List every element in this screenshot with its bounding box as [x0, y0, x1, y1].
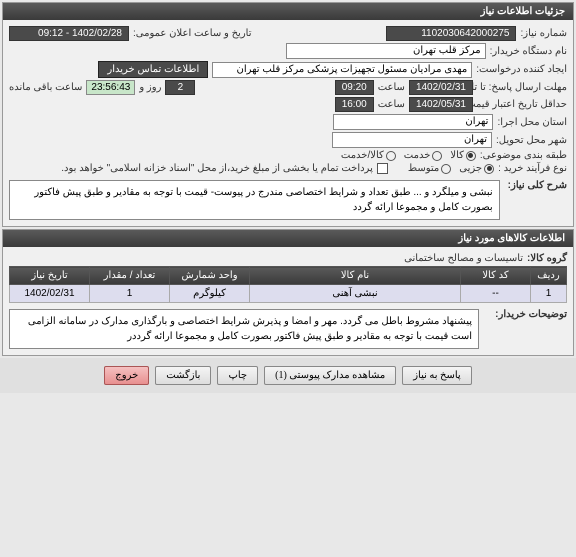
buyer-label: نام دستگاه خریدار:	[490, 46, 567, 57]
category-label: طبقه بندی موضوعی:	[480, 150, 567, 161]
table-row[interactable]: 1 -- نبشی آهنی کیلوگرم 1 1402/02/31	[10, 285, 567, 303]
cell-qty: 1	[90, 285, 170, 303]
reply-button[interactable]: پاسخ به نیاز	[402, 366, 472, 385]
remain-time: 23:56:43	[86, 80, 135, 95]
items-panel: اطلاعات کالاهای مورد نیاز گروه کالا: تاس…	[2, 229, 574, 356]
process-radios: جزیی متوسط	[408, 163, 494, 174]
requester-label: ایجاد کننده درخواست:	[476, 64, 567, 75]
print-button[interactable]: چاپ	[217, 366, 258, 385]
saat-label-1: ساعت	[378, 82, 405, 93]
city-deliver-field: تهران	[332, 132, 492, 148]
notes-label: توضیحات خریدار:	[487, 309, 567, 320]
exit-button[interactable]: خروج	[104, 366, 149, 385]
radio-khadamat[interactable]	[432, 151, 442, 161]
radio-kalakhadamat[interactable]	[386, 151, 396, 161]
cell-name: نبشی آهنی	[250, 285, 461, 303]
cell-code: --	[461, 285, 531, 303]
saat-label-2: ساعت	[378, 99, 405, 110]
need-details-panel: جزئیات اطلاعات نیاز شماره نیاز: 11020306…	[2, 2, 574, 227]
deadline-label: مهلت ارسال پاسخ: تا تاریخ:	[477, 82, 567, 93]
city-deliver-label: شهر محل تحویل:	[496, 135, 567, 146]
panel1-header: جزئیات اطلاعات نیاز	[3, 3, 573, 20]
th-radif: ردیف	[531, 267, 567, 285]
items-table: ردیف کد کالا نام کالا واحد شمارش تعداد /…	[9, 266, 567, 303]
announce-field: 1402/02/28 - 09:12	[9, 26, 129, 41]
payment-checkbox[interactable]	[377, 163, 388, 174]
group-label: گروه کالا:	[527, 253, 567, 264]
process-label: نوع فرآیند خرید :	[498, 163, 567, 174]
buyer-field: مرکز قلب تهران	[286, 43, 486, 59]
validity-date: 1402/05/31	[409, 97, 473, 112]
payment-label: پرداخت تمام یا بخشی از مبلغ خرید،از محل …	[61, 163, 373, 174]
button-bar: پاسخ به نیاز مشاهده مدارک پیوستی (1) چاپ…	[0, 358, 576, 393]
rooz-label: روز و	[139, 82, 161, 93]
remain-label: ساعت باقی مانده	[9, 82, 82, 93]
need-no-label: شماره نیاز:	[520, 28, 567, 39]
desc-box: نبشی و میلگرد و ... طبق تعداد و شرایط اخ…	[9, 180, 500, 220]
cell-radif: 1	[531, 285, 567, 303]
city-exec-label: استان محل اجرا:	[497, 117, 567, 128]
notes-box: پیشنهاد مشروط باطل می گردد. مهر و امضا و…	[9, 309, 479, 349]
contact-link[interactable]: اطلاعات تماس خریدار	[98, 61, 208, 78]
city-exec-field: تهران	[333, 114, 493, 130]
validity-label: حداقل تاریخ اعتبار قیمت: تا تاریخ:	[477, 99, 567, 110]
announce-label: تاریخ و ساعت اعلان عمومی:	[133, 28, 252, 39]
deadline-date: 1402/02/31	[409, 80, 473, 95]
need-no-field: 1102030642000275	[386, 26, 516, 41]
category-radios: کالا خدمت کالا/خدمت	[341, 150, 476, 161]
th-date: تاریخ نیاز	[10, 267, 90, 285]
th-unit: واحد شمارش	[170, 267, 250, 285]
radio-motavaset[interactable]	[441, 164, 451, 174]
cell-date: 1402/02/31	[10, 285, 90, 303]
cell-unit: کیلوگرم	[170, 285, 250, 303]
back-button[interactable]: بازگشت	[155, 366, 211, 385]
radio-jozi[interactable]	[484, 164, 494, 174]
radio-kala[interactable]	[466, 151, 476, 161]
panel2-header: اطلاعات کالاهای مورد نیاز	[3, 230, 573, 247]
requester-field: مهدی مرادیان مسئول تجهیزات پزشکی مرکز قل…	[212, 62, 472, 78]
attachments-button[interactable]: مشاهده مدارک پیوستی (1)	[264, 366, 396, 385]
th-name: نام کالا	[250, 267, 461, 285]
days-field: 2	[165, 80, 195, 95]
th-qty: تعداد / مقدار	[90, 267, 170, 285]
validity-time: 16:00	[335, 97, 374, 112]
group-value: تاسیسات و مصالح ساختمانی	[404, 253, 523, 264]
desc-label: شرح کلی نیاز:	[508, 180, 567, 191]
deadline-time: 09:20	[335, 80, 374, 95]
th-code: کد کالا	[461, 267, 531, 285]
